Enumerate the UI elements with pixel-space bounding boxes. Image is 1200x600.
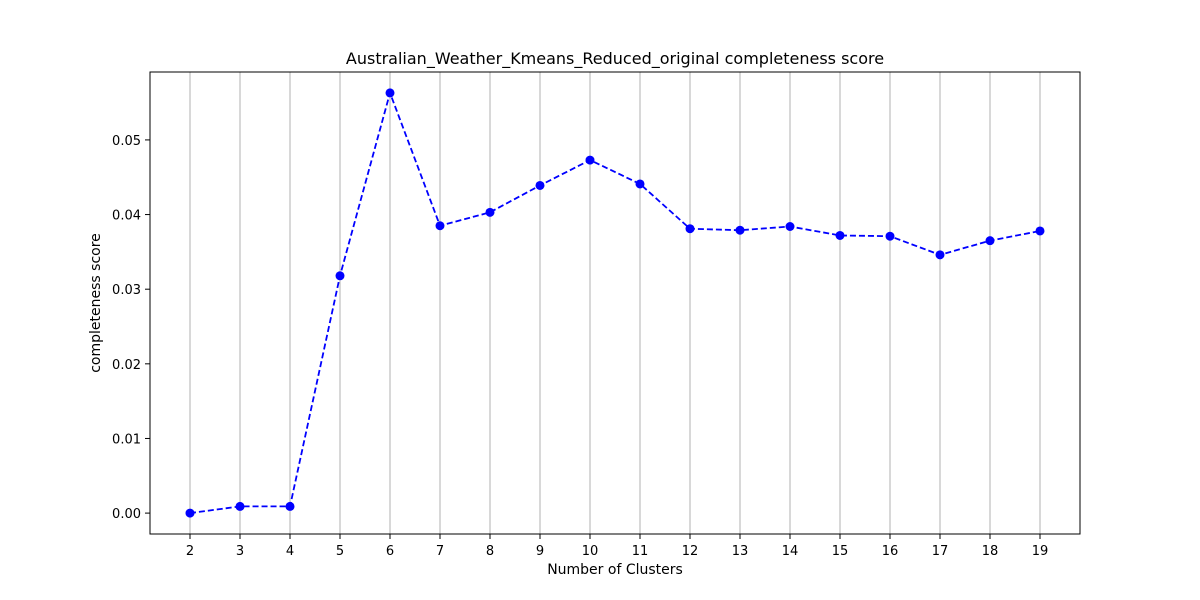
data-point bbox=[685, 224, 695, 234]
data-point bbox=[835, 230, 845, 240]
x-tick-label: 6 bbox=[386, 544, 394, 559]
x-axis: 2 3 4 5 6 7 8 9 10 11 12 13 14 15 16 17 18 19 bbox=[186, 534, 1048, 559]
x-tick-label: 10 bbox=[582, 544, 599, 559]
data-point bbox=[335, 271, 345, 281]
x-tick-label: 12 bbox=[682, 544, 699, 559]
series-line bbox=[189, 89, 1041, 514]
y-tick-label: 0.01 bbox=[112, 432, 141, 447]
data-point bbox=[485, 207, 495, 217]
chart-title: Australian_Weather_Kmeans_Reduced_origin… bbox=[346, 49, 884, 69]
y-axis: 0.00 0.01 0.02 0.03 0.04 0.05 bbox=[112, 134, 150, 522]
x-tick-label: 15 bbox=[832, 544, 849, 559]
y-tick-label: 0.00 bbox=[112, 507, 141, 522]
data-point bbox=[435, 221, 445, 231]
x-tick-label: 19 bbox=[1032, 544, 1049, 559]
y-tick-label: 0.03 bbox=[112, 283, 141, 298]
data-point bbox=[1035, 226, 1045, 236]
data-point bbox=[585, 155, 595, 165]
x-tick-label: 8 bbox=[486, 544, 494, 559]
plot-frame bbox=[149, 71, 1081, 535]
data-point bbox=[985, 236, 995, 246]
y-tick-label: 0.02 bbox=[112, 358, 141, 373]
gridlines bbox=[189, 72, 1041, 534]
x-tick-label: 13 bbox=[732, 544, 749, 559]
data-point bbox=[635, 179, 645, 189]
plot-series bbox=[185, 88, 1045, 518]
x-tick-label: 9 bbox=[536, 544, 544, 559]
x-tick-label: 5 bbox=[336, 544, 344, 559]
x-tick-label: 3 bbox=[236, 544, 244, 559]
data-point bbox=[885, 231, 895, 241]
x-tick-label: 11 bbox=[632, 544, 649, 559]
x-tick-label: 14 bbox=[782, 544, 799, 559]
x-tick-label: 17 bbox=[932, 544, 949, 559]
data-point bbox=[735, 225, 745, 235]
data-point bbox=[285, 501, 295, 511]
y-axis-label: completeness score bbox=[88, 233, 104, 373]
data-point bbox=[385, 88, 395, 98]
data-point bbox=[185, 508, 195, 518]
data-point bbox=[535, 180, 545, 190]
data-point bbox=[235, 501, 245, 511]
x-tick-label: 4 bbox=[286, 544, 294, 559]
x-tick-label: 2 bbox=[186, 544, 194, 559]
x-axis-label: Number of Clusters bbox=[547, 562, 683, 578]
data-point bbox=[935, 250, 945, 260]
x-tick-label: 18 bbox=[982, 544, 999, 559]
data-point bbox=[785, 221, 795, 231]
y-tick-label: 0.05 bbox=[112, 134, 141, 149]
x-tick-label: 7 bbox=[436, 544, 444, 559]
y-tick-label: 0.04 bbox=[112, 209, 141, 224]
x-tick-label: 16 bbox=[882, 544, 899, 559]
